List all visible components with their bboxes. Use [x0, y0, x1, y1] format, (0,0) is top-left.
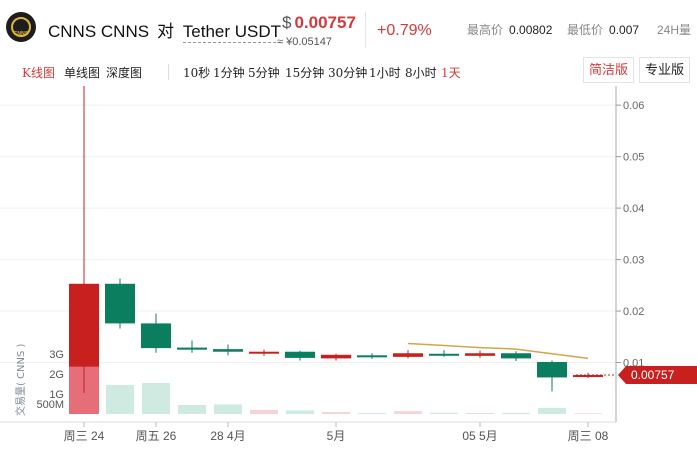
tab-depth[interactable]: 深度图 [106, 66, 143, 80]
ticker-header: CNNS CNNS CNNS 对 Tether USDT $0.00757 ≈ ¥… [0, 0, 697, 56]
interval-8h[interactable]: 8小时 [405, 66, 437, 80]
candle-body [393, 353, 423, 357]
volume-bar [214, 404, 242, 414]
candle-body [105, 283, 135, 324]
volume-bar [358, 413, 386, 414]
candle-body [573, 375, 603, 378]
candle-body [501, 353, 531, 359]
price-cny: ≈ ¥0.05147 [277, 36, 332, 48]
tab-line[interactable]: 单线图 [64, 66, 101, 80]
interval-1m[interactable]: 1分钟 [213, 66, 245, 80]
volume-bar [538, 408, 566, 414]
y-tick-label: 0.05 [623, 152, 644, 164]
kline-chart[interactable]: 0.06 0.05 0.04 0.03 0.02 0.01 0.00757 周三 24 周五 2… [0, 86, 697, 450]
tab-kline[interactable]: K线图 [22, 66, 55, 80]
low-label: 最低价 [567, 23, 604, 37]
high-value: 0.00802 [509, 23, 553, 37]
logo-text: CNNS [13, 31, 29, 37]
base-name: CNNS CNNS [48, 22, 150, 41]
price-change: +0.79% [377, 22, 432, 39]
volume-axis-label: 交易量( CNNS ) [14, 343, 27, 416]
low-stat: 最低价 0.007 [567, 21, 639, 38]
volume-bar [430, 412, 458, 414]
volume-bar [322, 412, 350, 414]
x-tick-label: 周三 08 [568, 429, 609, 443]
x-tick-label: 05 5月 [462, 429, 497, 443]
volume-bar [502, 412, 530, 414]
candle-body [141, 323, 171, 349]
candle-body [321, 354, 351, 359]
volume-bar [574, 413, 602, 414]
candle-body [537, 362, 567, 378]
y-tick-label: 0.06 [623, 100, 644, 112]
volume-tick-label: 2G [49, 369, 64, 381]
candle-body [465, 353, 495, 356]
interval-1h[interactable]: 1小时 [369, 66, 401, 80]
y-tick-label: 0.04 [623, 203, 644, 215]
candle-body [69, 283, 99, 367]
volume-tick-label: 500M [36, 399, 64, 411]
pro-view-button[interactable]: 专业版 [639, 57, 690, 83]
candle-body [357, 355, 387, 358]
volume-bar [250, 410, 278, 414]
volume-bar [466, 413, 494, 414]
candle-body [249, 351, 279, 354]
logo-ring [11, 17, 31, 37]
header-divider [365, 12, 366, 48]
quote-name[interactable]: Tether USDT [182, 22, 282, 43]
last-price-value: 0.00757 [294, 13, 356, 32]
low-value: 0.007 [609, 23, 640, 37]
current-price-tag [618, 366, 697, 385]
x-tick-label: 周五 26 [136, 429, 177, 443]
current-price-tag-label: 0.00757 [631, 368, 675, 382]
pair-title: CNNS CNNS 对 Tether USDT [48, 17, 282, 43]
high-label: 最高价 [467, 23, 504, 37]
candle-body [213, 349, 243, 352]
interval-10s[interactable]: 10秒 [183, 66, 211, 80]
candle-body [177, 347, 207, 350]
volume-tick-label: 3G [49, 349, 64, 361]
volume-tick-label: 1G [49, 389, 64, 401]
y-tick-label: 0.03 [623, 255, 644, 267]
volume-24h-label: 24H量 [657, 23, 692, 37]
pair-dui: 对 [157, 22, 175, 41]
x-tick-label: 5月 [327, 429, 346, 443]
simple-view-button[interactable]: 简洁版 [583, 57, 634, 83]
interval-15m[interactable]: 15分钟 [285, 66, 325, 80]
volume-bar [286, 410, 314, 414]
last-price: $0.00757 [282, 13, 356, 33]
x-tick-label: 周三 24 [64, 429, 105, 443]
y-tick-label: 0.02 [623, 306, 644, 318]
currency-symbol: $ [282, 13, 292, 32]
volume-bar [106, 385, 134, 414]
x-tick-label: 28 4月 [210, 429, 245, 443]
interval-1d[interactable]: 1天 [441, 66, 461, 80]
volume-bar [142, 383, 170, 414]
volume-bar [394, 411, 422, 414]
cnns-logo: CNNS [6, 12, 36, 42]
candle-body [429, 353, 459, 356]
candle-body [285, 351, 315, 358]
interval-30m[interactable]: 30分钟 [328, 66, 368, 80]
chart-toolbar: K线图 单线图 深度图 10秒 1分钟 5分钟 15分钟 30分钟 1小时 8小… [0, 58, 697, 86]
interval-5m[interactable]: 5分钟 [248, 66, 280, 80]
volume-bar [178, 405, 206, 414]
toolbar-divider [168, 64, 169, 80]
high-stat: 最高价 0.00802 [467, 21, 552, 38]
moving-average-line [407, 342, 589, 360]
